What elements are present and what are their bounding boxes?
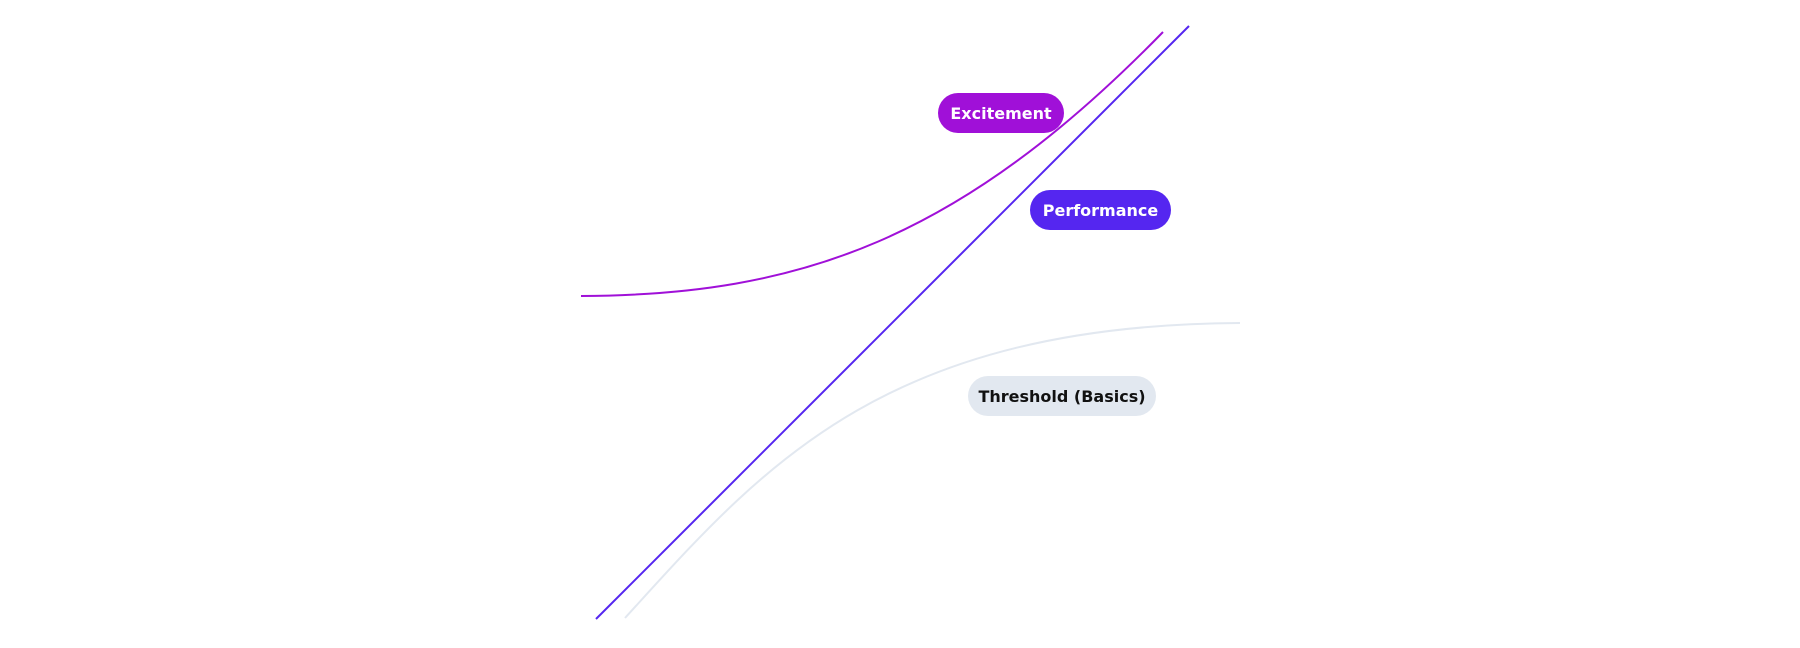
threshold-label: Threshold (Basics)	[968, 376, 1156, 416]
threshold-curve	[624, 322, 1241, 619]
excitement-label: Excitement	[938, 93, 1064, 133]
excitement-curve	[580, 31, 1164, 297]
performance-label: Performance	[1030, 190, 1171, 230]
performance-curve	[595, 25, 1190, 620]
